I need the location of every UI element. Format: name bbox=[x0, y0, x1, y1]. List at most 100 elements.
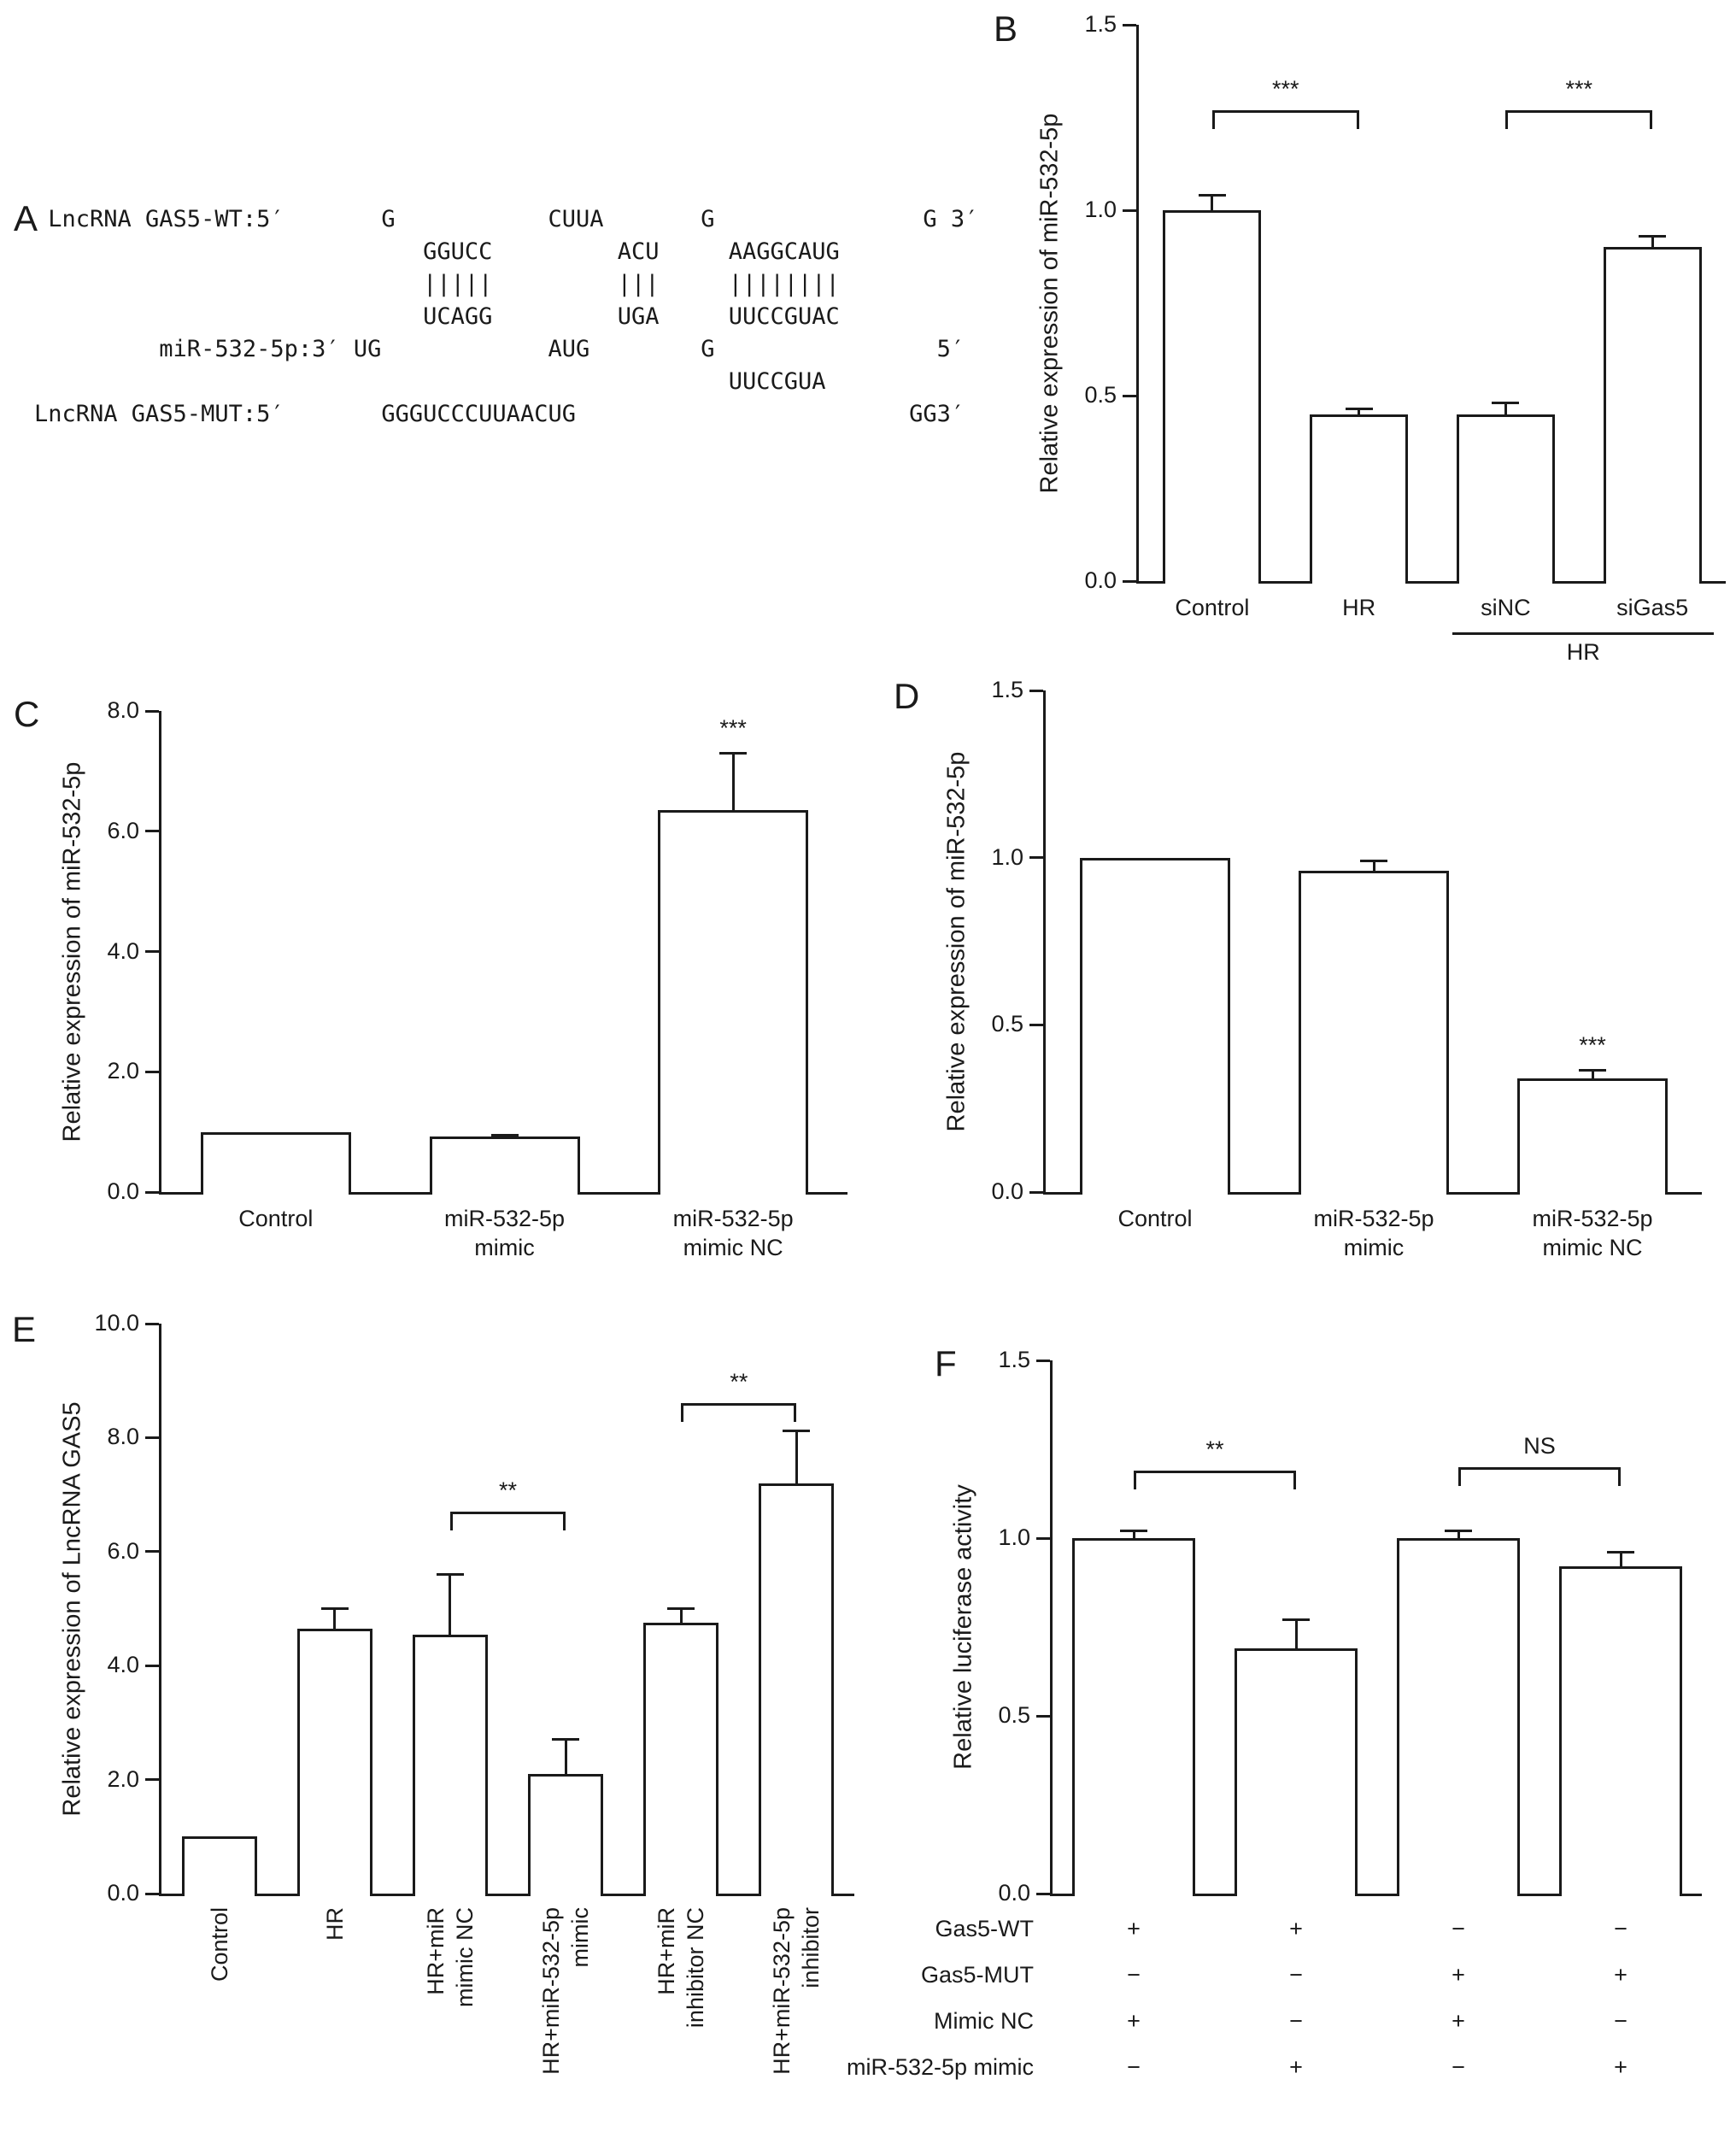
y-tick bbox=[145, 1190, 159, 1194]
y-tick-label: 1.0 bbox=[1084, 197, 1117, 222]
bar bbox=[658, 810, 809, 1195]
sign-cell: − bbox=[1614, 2008, 1628, 2034]
sign-row-label: Mimic NC bbox=[934, 2008, 1034, 2034]
sig-bracket-end bbox=[1134, 1470, 1136, 1489]
y-tick-label: 6.0 bbox=[107, 817, 139, 843]
error-bar bbox=[564, 1739, 567, 1774]
sign-cell: − bbox=[1614, 1916, 1628, 1941]
bar bbox=[296, 1628, 372, 1896]
group-label: HR bbox=[1566, 639, 1600, 665]
sign-cell: + bbox=[1452, 2008, 1465, 2034]
sign-row-label: Gas5-MUT bbox=[920, 1962, 1034, 1988]
error-bar-cap bbox=[667, 1607, 695, 1610]
y-tick-label: 1.0 bbox=[991, 843, 1023, 870]
error-bar-cap bbox=[783, 1429, 811, 1432]
sign-cell: + bbox=[1127, 1916, 1141, 1941]
bar bbox=[1080, 857, 1230, 1195]
sig-bracket-end bbox=[449, 1512, 453, 1531]
y-tick bbox=[1029, 856, 1043, 860]
error-bar bbox=[1211, 195, 1214, 210]
y-tick-label: 0.5 bbox=[998, 1702, 1030, 1728]
y-tick-label: 10.0 bbox=[94, 1310, 139, 1336]
sign-cell: + bbox=[1614, 1962, 1628, 1988]
sig-bracket-end bbox=[1505, 109, 1509, 129]
error-bar bbox=[1294, 1619, 1298, 1648]
x-label: Control bbox=[238, 1206, 314, 1231]
bar bbox=[1517, 1078, 1668, 1195]
y-tick bbox=[1036, 1892, 1050, 1895]
bar bbox=[643, 1623, 719, 1896]
error-bar-cap bbox=[1198, 194, 1226, 197]
x-axis-line bbox=[1136, 581, 1726, 584]
error-bar-cap bbox=[490, 1133, 519, 1136]
y-tick-label: 1.5 bbox=[1084, 11, 1117, 37]
error-bar bbox=[1619, 1552, 1622, 1567]
error-bar bbox=[1591, 1070, 1594, 1078]
x-label: miR-532-5p mimic NC bbox=[672, 1206, 794, 1260]
sig-label: ** bbox=[730, 1369, 748, 1395]
y-axis-line bbox=[1043, 690, 1046, 1195]
sign-cell: + bbox=[1127, 2008, 1141, 2034]
sign-row-label: Gas5-WT bbox=[935, 1916, 1034, 1941]
error-bar bbox=[1132, 1530, 1135, 1538]
error-bar-cap bbox=[1360, 860, 1387, 863]
bar bbox=[412, 1634, 488, 1896]
y-tick-label: 1.5 bbox=[998, 1347, 1030, 1372]
sig-bracket-end bbox=[1618, 1466, 1621, 1486]
error-bar bbox=[449, 1574, 452, 1635]
sign-cell: − bbox=[1452, 1916, 1465, 1941]
y-axis-line bbox=[1050, 1360, 1053, 1896]
y-tick bbox=[1123, 394, 1136, 397]
sequence-alignment: LncRNA GAS5-WT:5′ G CUUA G G 3′ GGUCC AC… bbox=[34, 206, 979, 427]
error-bar-cap bbox=[1579, 1068, 1606, 1072]
sig-label: ** bbox=[498, 1477, 517, 1504]
panel-label-c: C bbox=[14, 694, 40, 734]
error-bar-cap bbox=[1345, 407, 1373, 410]
error-bar bbox=[1372, 860, 1375, 872]
error-bar-cap bbox=[1445, 1530, 1472, 1533]
panel-label-d: D bbox=[894, 676, 920, 716]
panel-label-f: F bbox=[935, 1343, 957, 1383]
sig-label: NS bbox=[1523, 1432, 1556, 1459]
x-label: Control bbox=[1175, 595, 1250, 620]
y-tick-label: 0.0 bbox=[998, 1880, 1030, 1906]
bar bbox=[528, 1773, 604, 1896]
bar bbox=[429, 1136, 580, 1195]
y-tick bbox=[1029, 689, 1043, 692]
significance-stars: *** bbox=[1579, 1032, 1606, 1059]
sig-bracket-end bbox=[1650, 109, 1653, 129]
bar bbox=[1235, 1647, 1358, 1896]
sig-bracket-line bbox=[1211, 109, 1359, 113]
sign-cell: + bbox=[1289, 1916, 1303, 1941]
sig-bracket-line bbox=[1505, 109, 1653, 113]
x-label: miR-532-5p mimic NC bbox=[1532, 1206, 1653, 1260]
y-tick-label: 2.0 bbox=[107, 1765, 139, 1792]
sig-bracket-end bbox=[1458, 1466, 1461, 1486]
y-tick bbox=[145, 709, 159, 713]
error-bar-cap bbox=[320, 1607, 349, 1610]
x-label: HR bbox=[1342, 595, 1376, 620]
y-tick-label: 6.0 bbox=[107, 1537, 139, 1564]
bar bbox=[1603, 247, 1702, 584]
x-label: Control bbox=[1117, 1206, 1193, 1231]
bar bbox=[1299, 871, 1449, 1195]
y-tick bbox=[1123, 579, 1136, 583]
y-tick-label: 1.5 bbox=[991, 677, 1023, 702]
y-tick bbox=[145, 1322, 159, 1325]
y-tick-label: 0.5 bbox=[1084, 382, 1117, 408]
y-tick bbox=[1123, 209, 1136, 212]
sign-cell: − bbox=[1289, 2008, 1303, 2034]
sig-label: *** bbox=[1565, 75, 1593, 102]
y-tick bbox=[145, 1892, 159, 1895]
sig-bracket-line bbox=[1134, 1470, 1296, 1473]
y-tick-label: 1.0 bbox=[998, 1524, 1030, 1550]
bar bbox=[1456, 414, 1555, 584]
y-tick-label: 2.0 bbox=[107, 1058, 139, 1084]
sig-label: *** bbox=[1271, 75, 1299, 102]
y-tick bbox=[1036, 1714, 1050, 1718]
